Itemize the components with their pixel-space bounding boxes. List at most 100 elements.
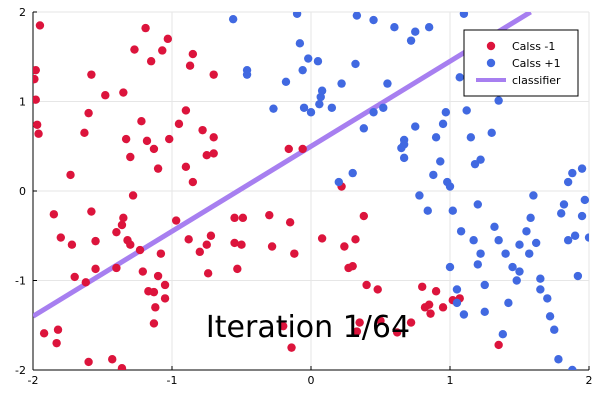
class-pos-point [494, 96, 503, 105]
class-neg-point [153, 164, 163, 173]
class-neg-point [317, 234, 327, 243]
class-pos-point [550, 325, 559, 334]
class-pos-point [390, 23, 399, 32]
class-pos-point [411, 122, 420, 131]
class-neg-point [185, 61, 195, 70]
class-neg-point [203, 269, 213, 278]
legend-item-calss-pos-label: Calss +1 [512, 57, 561, 70]
class-pos-point [501, 249, 510, 258]
class-neg-point [198, 125, 207, 135]
class-pos-point [543, 294, 552, 303]
y-tick-label: 2 [19, 6, 26, 19]
class-pos-point [445, 182, 455, 191]
iteration-annotation: Iteration 1/64 [206, 310, 410, 345]
class-neg-point [137, 116, 146, 126]
class-pos-point [438, 119, 448, 129]
class-neg-point [91, 264, 100, 274]
class-neg-point [174, 119, 184, 129]
class-pos-point [557, 209, 566, 218]
class-pos-point [580, 195, 589, 205]
class-pos-point [379, 103, 388, 112]
legend-item-classifier-label: classifier [512, 74, 561, 87]
class-pos-point [498, 330, 508, 339]
class-neg-point [202, 151, 211, 160]
class-neg-point [209, 70, 218, 79]
class-neg-point [56, 233, 65, 242]
class-pos-point [570, 231, 580, 240]
class-neg-point [149, 287, 159, 297]
class-neg-point [149, 144, 159, 154]
class-pos-point [466, 133, 476, 142]
class-neg-point [70, 272, 79, 282]
class-pos-point [295, 39, 305, 48]
class-neg-point [87, 207, 96, 216]
class-pos-point [399, 140, 409, 149]
class-pos-point [327, 103, 337, 112]
class-pos-point [515, 240, 524, 249]
class-pos-point [383, 79, 392, 88]
class-neg-point [362, 280, 371, 290]
class-pos-point [431, 133, 441, 142]
class-neg-point [494, 340, 503, 350]
class-pos-point [473, 260, 482, 269]
class-pos-point [536, 285, 545, 294]
class-neg-point [431, 287, 441, 296]
class-pos-point [269, 104, 278, 113]
class-pos-point [369, 15, 378, 25]
class-pos-point [352, 12, 362, 20]
class-pos-point [406, 36, 416, 45]
class-neg-point [355, 318, 364, 327]
class-neg-point [287, 343, 296, 352]
class-pos-point [515, 267, 524, 276]
class-neg-point [426, 309, 435, 318]
class-pos-point [476, 155, 485, 164]
class-pos-point [526, 213, 535, 223]
class-neg-point [112, 263, 121, 273]
class-pos-point [436, 157, 445, 166]
class-neg-point [230, 238, 239, 248]
class-neg-point [33, 74, 39, 84]
class-neg-point [158, 46, 167, 55]
class-neg-point [202, 240, 211, 249]
class-pos-point [298, 65, 307, 75]
class-neg-point [290, 249, 299, 258]
class-pos-point [316, 92, 325, 102]
class-pos-point [369, 108, 378, 117]
class-neg-point [153, 271, 163, 281]
class-neg-point [101, 91, 110, 100]
class-neg-point [181, 106, 191, 115]
class-pos-point [563, 177, 573, 187]
class-neg-point [284, 144, 293, 154]
x-tick-label: 2 [586, 374, 593, 387]
class-pos-point [512, 276, 521, 285]
class-neg-point [181, 162, 191, 172]
class-neg-point [376, 316, 385, 325]
class-neg-point [151, 303, 160, 312]
class-neg-point [233, 264, 242, 274]
class-neg-point [267, 242, 277, 251]
data-points [33, 12, 589, 370]
class-neg-point [84, 108, 93, 118]
class-neg-point [130, 45, 139, 54]
class-neg-point [81, 278, 91, 287]
class-neg-point [209, 133, 218, 142]
class-neg-point [84, 357, 93, 367]
class-neg-point [206, 231, 216, 240]
class-neg-point [128, 191, 138, 200]
class-pos-point [529, 191, 538, 200]
class-neg-point [142, 136, 152, 146]
class-neg-point [53, 325, 63, 334]
class-neg-point [108, 355, 117, 364]
class-neg-point [126, 152, 135, 162]
class-pos-point [452, 285, 462, 294]
class-pos-point [568, 168, 577, 178]
class-neg-point [230, 213, 239, 223]
class-pos-point [469, 236, 478, 245]
legend-item-calss-neg-marker [486, 41, 496, 51]
x-tick-label: -1 [167, 374, 178, 387]
class-neg-point [392, 328, 402, 337]
class-neg-point [52, 338, 61, 348]
class-neg-point [237, 240, 246, 249]
class-neg-point [238, 213, 248, 223]
